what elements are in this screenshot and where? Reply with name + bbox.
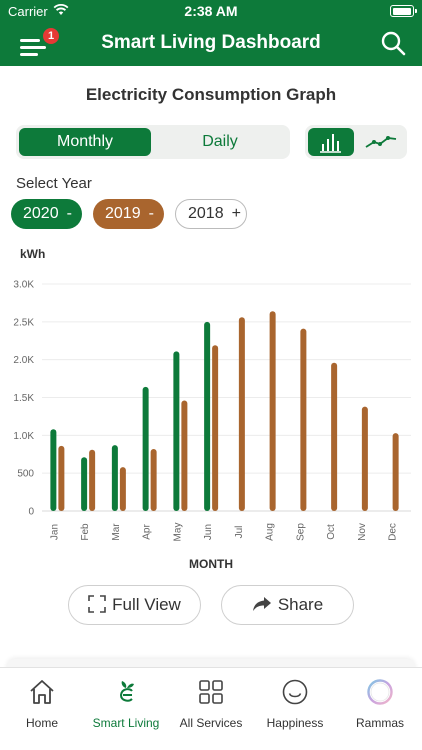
bar-2020-apr xyxy=(142,386,149,511)
x-tick-label: Jan xyxy=(49,524,60,540)
tab-label: Smart Living xyxy=(92,716,160,730)
year-chip-label: 2019 xyxy=(105,205,141,222)
bar-chart-button[interactable] xyxy=(308,128,354,156)
bar-2019-nov xyxy=(361,406,368,511)
search-icon xyxy=(381,31,406,56)
year-chip-2019[interactable]: 2019- xyxy=(93,199,164,229)
grid-icon xyxy=(199,680,223,704)
year-chip-2018[interactable]: 2018 + xyxy=(175,199,247,229)
bar-2019-oct xyxy=(331,362,338,511)
app-header: Carrier 2:38 AM 1 Smart Living Dashboard xyxy=(0,0,422,66)
battery-icon xyxy=(390,5,417,17)
search-button[interactable] xyxy=(380,30,406,56)
y-tick-label: 500 xyxy=(17,469,34,480)
consumption-chart: kWh 0 500 1.0K 1.5K 2.0K 2.5K 3.0K Jan Feb Mar Apr M… xyxy=(0,240,422,580)
x-axis-label: MONTH xyxy=(189,557,233,571)
bar-2019-mar xyxy=(119,467,126,511)
bar-2019-sep xyxy=(300,328,307,511)
battery-level xyxy=(392,7,411,15)
select-year-label: Select Year xyxy=(16,175,92,192)
bar-2019-jul xyxy=(238,317,245,511)
wifi-icon xyxy=(53,3,69,19)
rammas-icon xyxy=(367,679,393,705)
tab-daily[interactable]: Daily xyxy=(202,133,238,150)
tab-smart-living[interactable]: Smart Living xyxy=(84,668,168,750)
menu-line xyxy=(20,46,46,49)
add-year-icon: + xyxy=(231,205,241,222)
bar-2020-mar xyxy=(111,445,118,511)
y-tick-label: 3.0K xyxy=(13,280,34,291)
period-segmented-control: Monthly Daily xyxy=(16,125,290,159)
graph-title: Electricity Consumption Graph xyxy=(85,85,337,104)
y-tick-label: 2.5K xyxy=(13,317,34,328)
share-icon xyxy=(252,596,271,611)
full-view-label: Full View xyxy=(112,595,181,614)
x-tick-label: Nov xyxy=(357,523,368,541)
tab-home[interactable]: Home xyxy=(0,668,84,750)
bar-2019-jun xyxy=(212,345,219,511)
line-chart-icon xyxy=(365,136,397,148)
share-button[interactable]: Share xyxy=(221,585,354,625)
remove-year-icon: - xyxy=(66,205,72,222)
tab-label: Home xyxy=(25,716,58,730)
bar-chart-icon xyxy=(320,134,341,153)
y-tick-label: 1.0K xyxy=(13,431,34,442)
status-time: 2:38 AM xyxy=(184,3,238,19)
status-bar: Carrier 2:38 AM xyxy=(0,0,422,22)
year-chip-2020[interactable]: 2020- xyxy=(11,199,82,229)
share-label: Share xyxy=(277,595,324,614)
y-tick-label: 2.0K xyxy=(13,355,34,366)
x-tick-label: Aug xyxy=(265,523,276,541)
home-icon xyxy=(30,680,54,704)
bar-2020-jun xyxy=(204,321,211,511)
x-tick-label: Mar xyxy=(111,523,122,541)
x-tick-label: Feb xyxy=(80,523,91,541)
nav-bar: 1 Smart Living Dashboard xyxy=(0,22,422,66)
y-tick-label: 1.5K xyxy=(13,393,34,404)
menu-line xyxy=(20,53,38,56)
bar-2020-feb xyxy=(81,457,88,511)
menu-button[interactable]: 1 xyxy=(16,28,59,60)
x-tick-label: May xyxy=(172,523,183,542)
bar-2019-dec xyxy=(392,433,399,511)
tab-bar: Home Smart Living All Services xyxy=(0,667,422,750)
tab-happiness[interactable]: Happiness xyxy=(253,668,337,750)
smiley-icon xyxy=(282,679,308,705)
x-tick-label: Oct xyxy=(326,524,337,540)
chart-type-toggle xyxy=(305,125,407,159)
x-tick-label: Jun xyxy=(203,524,214,540)
tab-rammas[interactable]: Rammas xyxy=(338,668,422,750)
menu-line xyxy=(20,39,40,42)
bar-2019-jan xyxy=(58,445,65,511)
carrier-label: Carrier xyxy=(8,4,48,19)
tab-monthly[interactable]: Monthly xyxy=(19,128,151,156)
bar-2019-aug xyxy=(269,311,276,511)
tab-label: Rammas xyxy=(355,716,404,730)
year-chip-label: 2018 xyxy=(188,205,224,222)
expand-icon xyxy=(88,594,106,613)
tab-label: Happiness xyxy=(266,716,324,730)
tab-all-services[interactable]: All Services xyxy=(169,668,253,750)
remove-year-icon: - xyxy=(148,205,154,222)
line-chart-button[interactable] xyxy=(358,128,404,156)
bar-chart: kWh 0 500 1.0K 1.5K 2.0K 2.5K 3.0K Jan Feb Mar Apr M… xyxy=(13,247,411,571)
bar-2020-jan xyxy=(50,429,57,511)
full-view-button[interactable]: Full View xyxy=(68,585,201,625)
bar-2019-may xyxy=(181,400,188,511)
bar-2019-apr xyxy=(150,448,157,511)
bar-2019-feb xyxy=(89,449,96,511)
bar-2020-may xyxy=(173,351,180,511)
x-tick-label: Dec xyxy=(388,523,399,541)
smart-living-icon xyxy=(119,681,134,702)
y-tick-label: 0 xyxy=(28,507,34,518)
notification-badge: 1 xyxy=(43,28,59,44)
page-title: Smart Living Dashboard xyxy=(101,32,321,53)
x-tick-label: Jul xyxy=(234,526,245,539)
x-tick-label: Sep xyxy=(295,523,306,541)
x-tick-label: Apr xyxy=(142,524,153,540)
tab-label: All Services xyxy=(179,716,243,730)
y-axis-label: kWh xyxy=(20,247,45,261)
year-chip-label: 2020 xyxy=(23,205,59,222)
